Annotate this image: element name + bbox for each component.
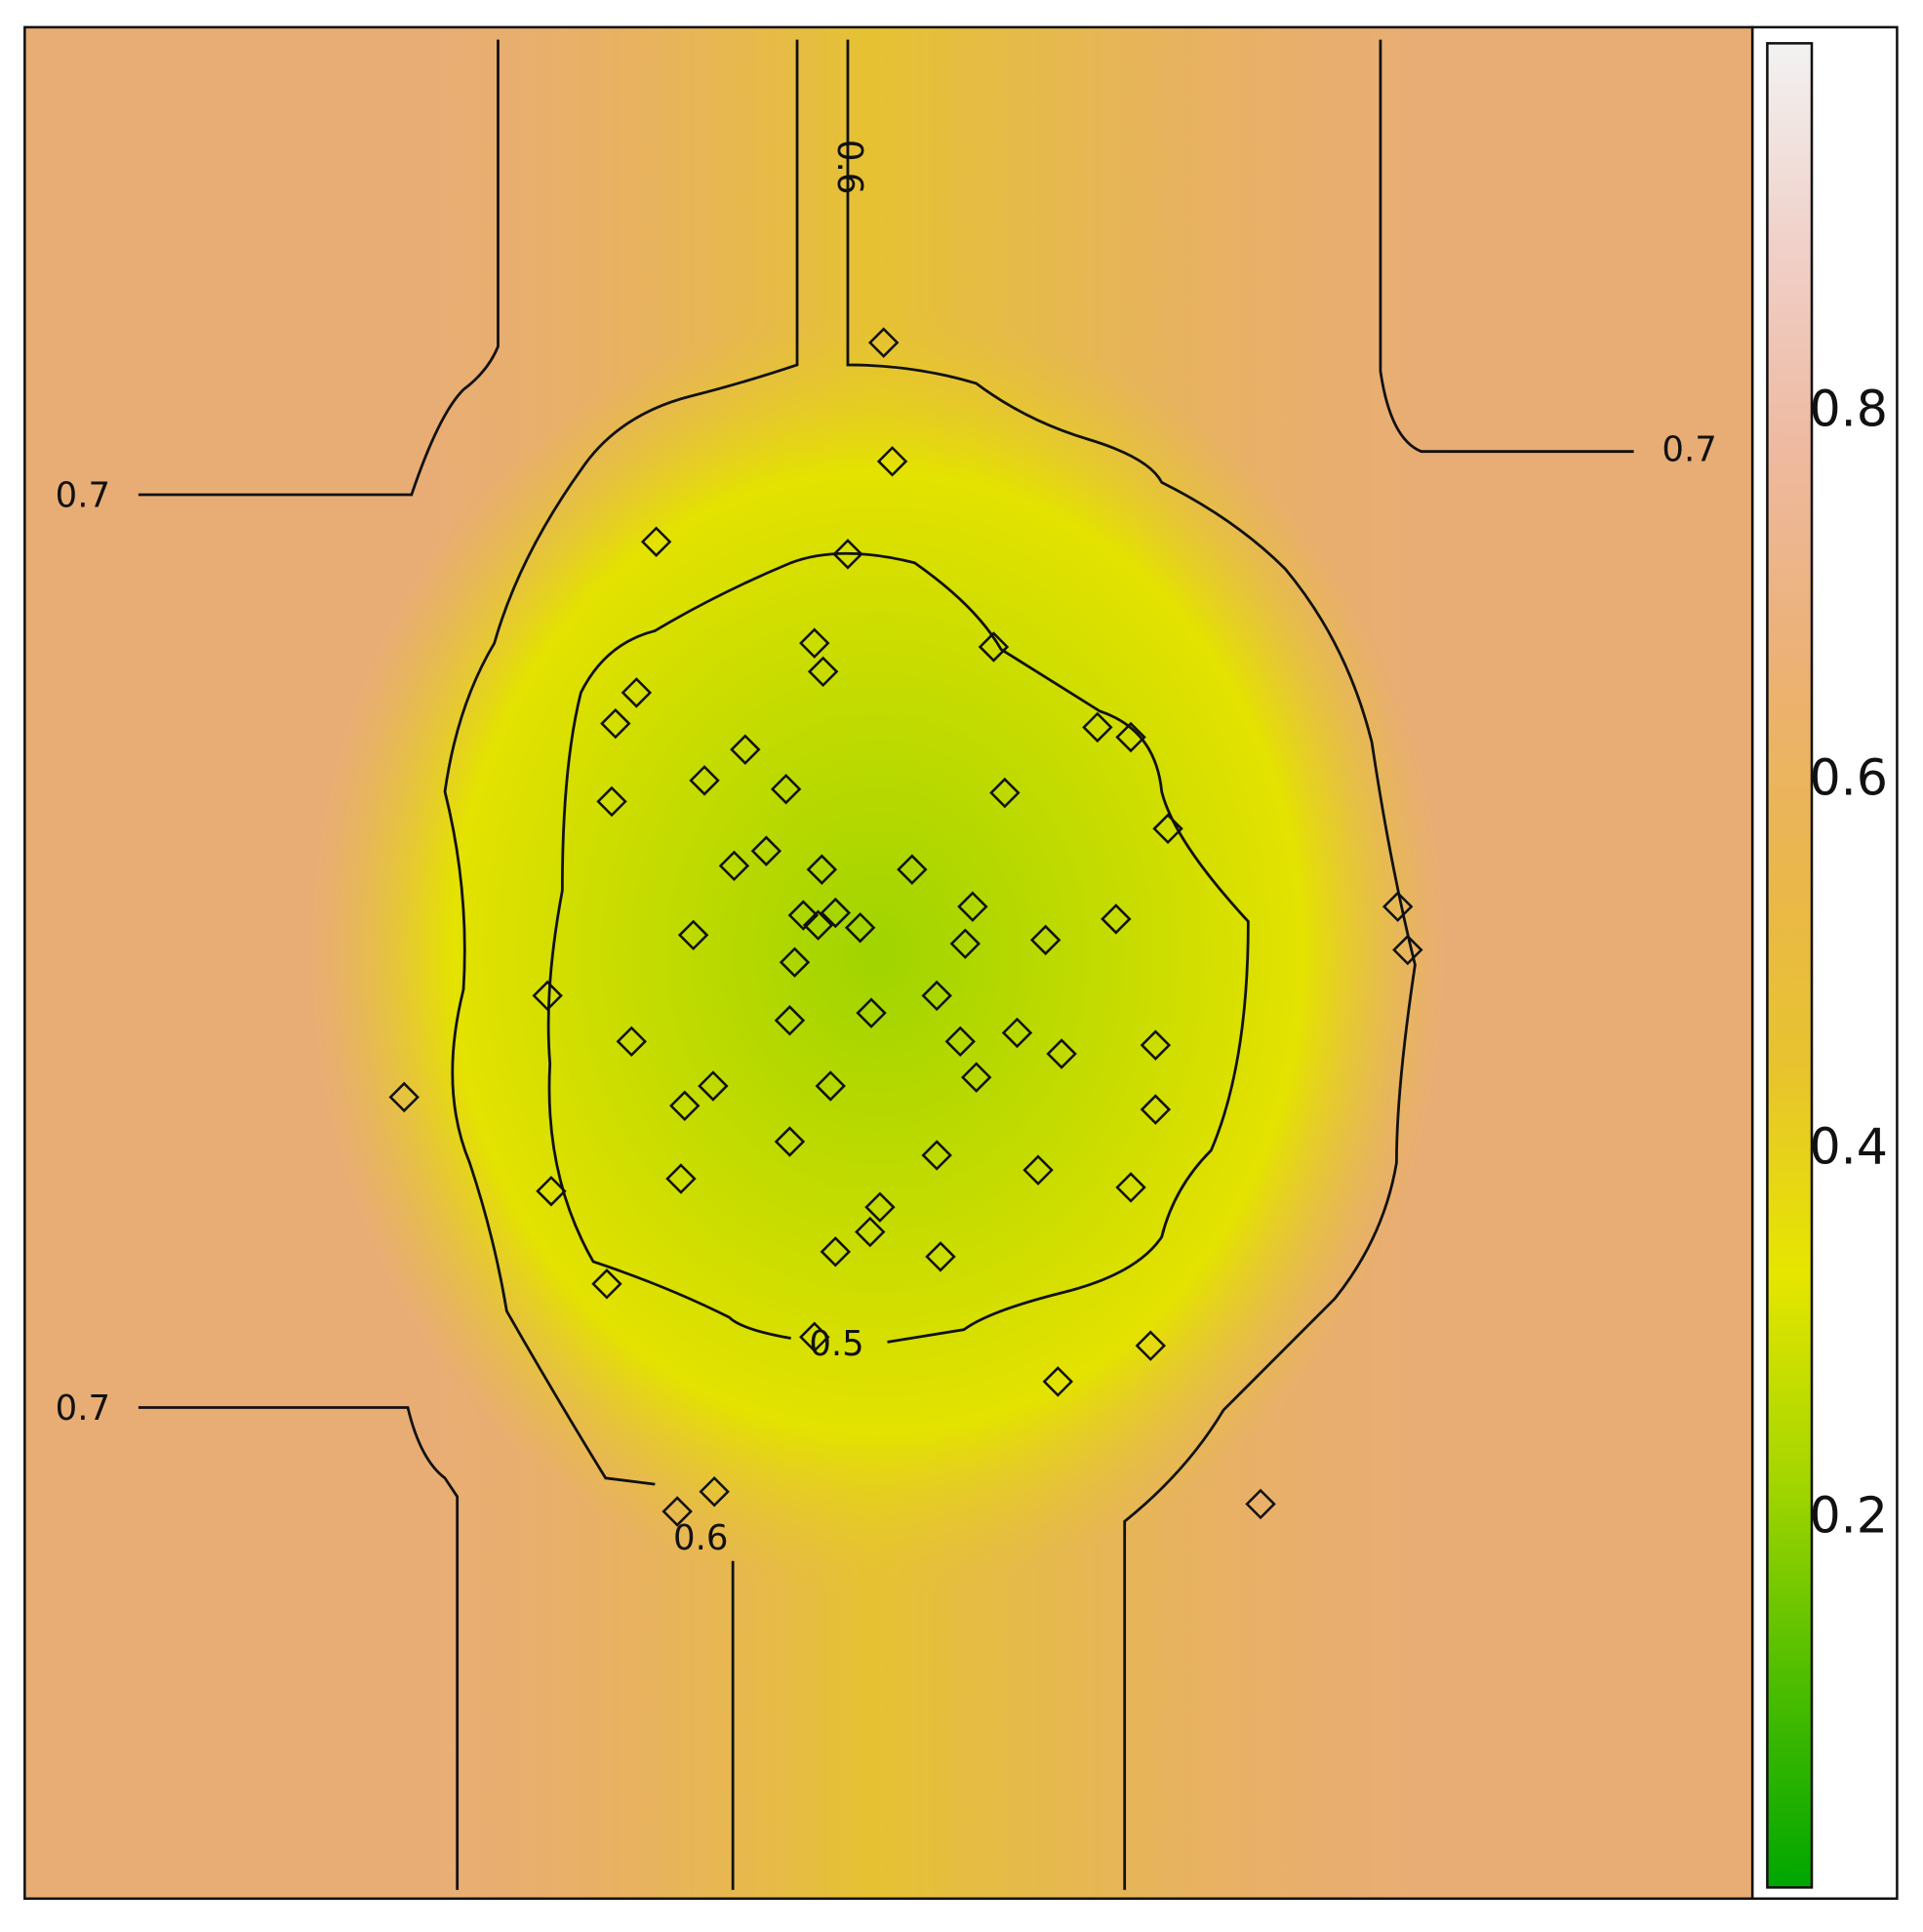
marks: 0.7 0.7 0.7 0.6 0.6 0.5 [56, 140, 1717, 1558]
contour-label: 0.7 [56, 1389, 110, 1429]
data-point [1140, 1029, 1172, 1061]
data-point [1101, 904, 1132, 935]
data-point [855, 1216, 886, 1248]
data-point [779, 946, 811, 978]
contour-label: 0.6 [829, 140, 869, 194]
data-point [1082, 711, 1113, 744]
data-point [770, 773, 802, 805]
data-point [799, 627, 830, 659]
contour-line [138, 39, 500, 497]
contour-line [443, 39, 799, 1486]
colorbar-tick-label: 0.2 [1809, 1486, 1888, 1544]
data-point [921, 1140, 952, 1171]
data-point [689, 765, 720, 796]
data-point [669, 1090, 701, 1121]
data-point [677, 919, 709, 951]
colorbar-tick-label: 0.4 [1809, 1117, 1888, 1175]
data-point [1022, 1154, 1054, 1186]
data-point [978, 631, 1010, 663]
data-point [591, 1268, 622, 1300]
data-point [1245, 1488, 1276, 1520]
data-point [960, 1062, 992, 1093]
data-point [867, 327, 900, 358]
data-point [1115, 721, 1146, 753]
data-point [864, 1191, 896, 1223]
contour-label: 0.7 [1662, 430, 1716, 470]
contour-line [1379, 39, 1634, 454]
data-point [806, 854, 838, 885]
data-point [815, 1070, 846, 1102]
data-point [1001, 1017, 1033, 1049]
colorbar-tick-label: 0.6 [1809, 748, 1888, 806]
data-point [661, 1496, 693, 1527]
data-point [640, 526, 672, 557]
data-point [1115, 1172, 1146, 1203]
data-point [799, 1321, 830, 1353]
data-point [774, 1005, 806, 1036]
data-point [957, 891, 988, 922]
contour-line [846, 39, 1417, 1890]
contour-label: 0.5 [809, 1324, 863, 1364]
contours [138, 39, 1634, 1890]
data-point [616, 1026, 648, 1058]
data-point [718, 850, 750, 882]
data-point [949, 928, 982, 959]
data-point [665, 1163, 697, 1194]
data-point [807, 656, 839, 688]
data-point [1140, 1094, 1172, 1125]
data-point [832, 539, 863, 570]
data-point [699, 1475, 730, 1508]
data-point [621, 677, 653, 708]
contour-label: 0.6 [673, 1518, 728, 1558]
data-point [532, 980, 563, 1012]
colorbar-tick-label: 0.8 [1809, 380, 1888, 437]
data-point [730, 734, 761, 765]
data-point [921, 980, 952, 1012]
data-point [1046, 1038, 1077, 1069]
data-point [925, 1241, 956, 1272]
data-point [897, 854, 928, 885]
data-point [802, 909, 834, 941]
data-point [600, 707, 631, 740]
field-core [308, 308, 1447, 1596]
data-point [820, 897, 852, 929]
data-point [989, 777, 1021, 809]
data-point [698, 1070, 729, 1102]
colorbar-ramp [1766, 42, 1814, 1889]
data-point [1135, 1330, 1167, 1361]
data-point [844, 911, 876, 944]
contour-label: 0.7 [56, 476, 110, 516]
colorbar: 0.2 0.4 0.6 0.8 [1766, 42, 1888, 1889]
data-point [876, 446, 908, 477]
data-point [944, 1026, 976, 1058]
contour-line [138, 1406, 460, 1890]
data-point [787, 900, 820, 931]
data-point [856, 997, 887, 1028]
data-point [1382, 891, 1414, 922]
data-point [1152, 813, 1183, 845]
field [24, 26, 1753, 1899]
data-point [536, 1175, 567, 1207]
data-point [1392, 934, 1423, 966]
data-point [1029, 924, 1062, 956]
data-point [1042, 1366, 1074, 1397]
contour-line [546, 551, 1250, 1344]
data-point [596, 785, 627, 818]
data-point [750, 835, 782, 866]
data-point [388, 1081, 420, 1113]
data-point [820, 1236, 852, 1268]
data-point [774, 1126, 806, 1157]
